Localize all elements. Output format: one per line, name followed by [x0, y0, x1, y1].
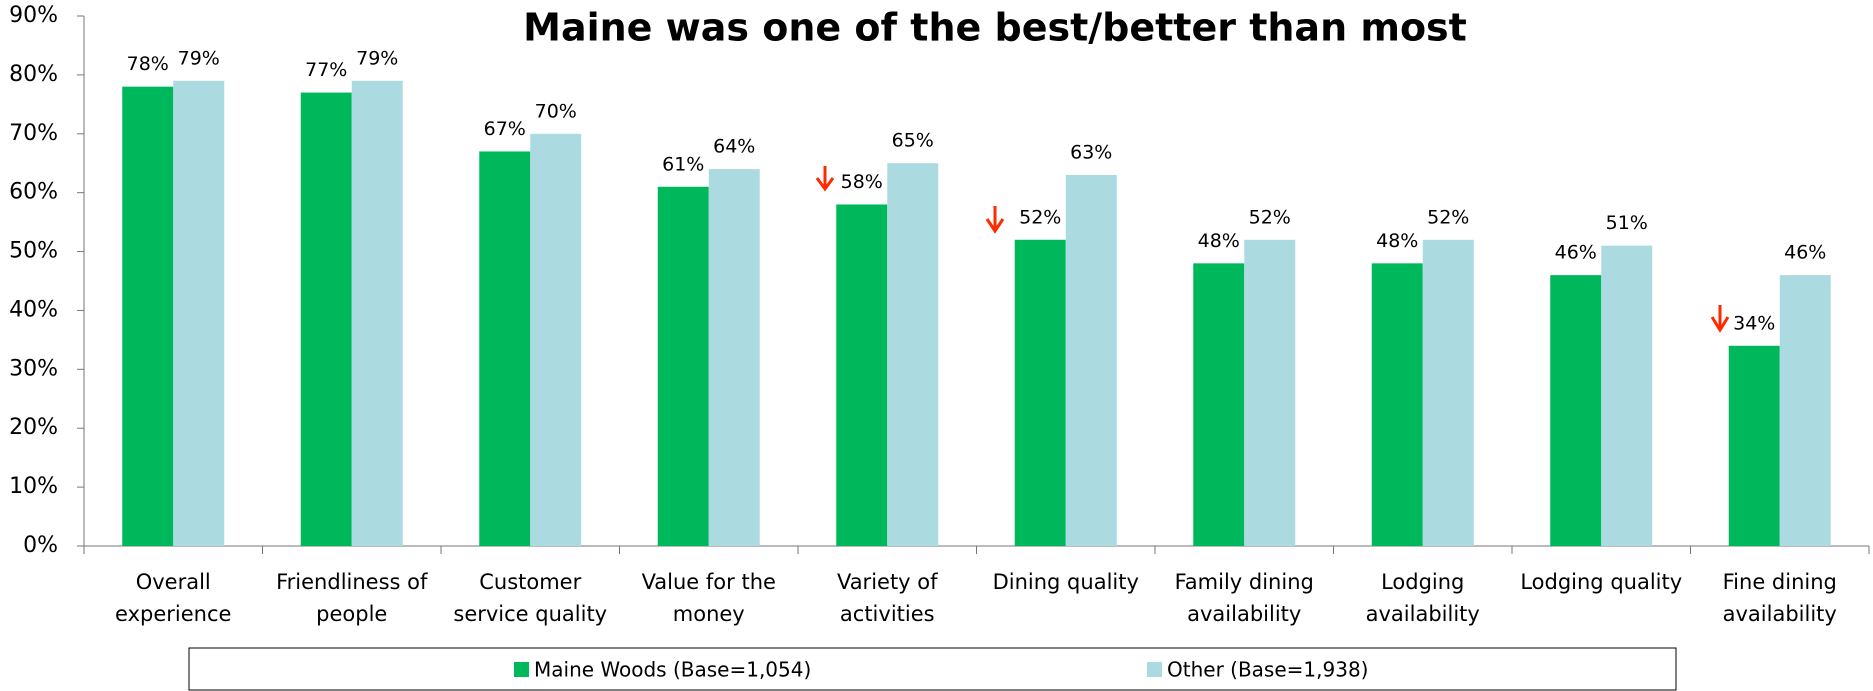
bar — [657, 186, 709, 546]
bar — [1728, 345, 1780, 546]
x-tick-label: Value for the money — [641, 570, 776, 626]
bar — [1371, 263, 1423, 546]
bar — [708, 169, 760, 546]
value-label: 51% — [1606, 212, 1648, 234]
x-tick-label: Overall experience — [115, 570, 232, 626]
bar — [1014, 239, 1066, 546]
x-tick-label: Variety of activities — [836, 570, 938, 626]
x-tick-label: Family dining availability — [1174, 570, 1314, 626]
x-tick-label: Lodging availability — [1365, 570, 1480, 626]
y-tick-label: 20% — [9, 415, 58, 440]
y-tick-label: 40% — [9, 297, 58, 322]
bar — [1065, 175, 1117, 546]
bar — [530, 133, 582, 546]
y-tick-label: 0% — [23, 533, 58, 558]
x-tick-label: Customer service quality — [453, 570, 608, 626]
x-tick-label-box: Fine dining availability — [1722, 570, 1837, 626]
chart-title: Maine was one of the best/better than mo… — [523, 6, 1467, 50]
y-tick-label: 80% — [9, 62, 58, 87]
value-label: 52% — [1019, 206, 1061, 228]
legend-swatch — [514, 662, 529, 677]
legend-label: Maine Woods (Base=1,054) — [534, 658, 811, 682]
value-label: 48% — [1376, 230, 1418, 252]
bar — [1779, 275, 1831, 546]
bar — [173, 80, 225, 547]
value-label: 79% — [178, 47, 220, 69]
x-tick-label-box: Value for the money — [641, 570, 776, 626]
bar — [300, 92, 352, 547]
value-label: 64% — [713, 136, 755, 158]
legend-box — [188, 647, 1677, 691]
x-tick-label-box: Lodging availability — [1365, 570, 1480, 626]
x-tick-label-box: Overall experience — [115, 570, 232, 626]
significance-arrow — [985, 206, 1005, 234]
significance-arrow — [1710, 305, 1730, 333]
bar — [351, 80, 403, 547]
value-label: 34% — [1733, 312, 1775, 334]
x-tick-label: Lodging quality — [1520, 570, 1683, 594]
x-tick-label: Fine dining availability — [1722, 570, 1837, 626]
y-tick-label: 30% — [9, 356, 58, 381]
bar — [1422, 239, 1474, 546]
bar — [1193, 263, 1245, 546]
value-label: 61% — [662, 153, 704, 175]
x-tick-label: Dining quality — [992, 570, 1139, 594]
bar — [887, 163, 939, 546]
x-tick-label-box: Lodging quality — [1520, 570, 1683, 594]
value-label: 77% — [305, 59, 347, 81]
value-label: 70% — [535, 100, 577, 122]
y-tick-label: 50% — [9, 239, 58, 264]
y-tick-label: 10% — [9, 474, 58, 499]
x-tick-label: Friendliness of people — [276, 570, 428, 626]
x-tick-label-box: Variety of activities — [836, 570, 938, 626]
legend-label: Other (Base=1,938) — [1167, 658, 1368, 682]
bar — [836, 204, 888, 546]
value-label: 79% — [356, 47, 398, 69]
x-tick-label-box: Dining quality — [992, 570, 1139, 594]
legend-swatch — [1147, 662, 1162, 677]
y-tick-label: 60% — [9, 180, 58, 205]
value-label: 67% — [484, 118, 526, 140]
y-tick-label: 70% — [9, 121, 58, 146]
value-label: 46% — [1784, 242, 1826, 264]
value-label: 78% — [127, 53, 169, 75]
value-label: 63% — [1070, 142, 1112, 164]
value-label: 48% — [1198, 230, 1240, 252]
value-label: 52% — [1427, 206, 1469, 228]
value-label: 52% — [1249, 206, 1291, 228]
x-tick-label-box: Customer service quality — [453, 570, 608, 626]
value-label: 46% — [1555, 242, 1597, 264]
bar — [1601, 245, 1653, 546]
bar — [1550, 275, 1602, 546]
x-tick-label-box: Friendliness of people — [276, 570, 428, 626]
bar — [479, 151, 531, 546]
y-tick-label: 90% — [9, 3, 58, 28]
x-tick-label-box: Family dining availability — [1174, 570, 1314, 626]
bar — [122, 86, 174, 547]
significance-arrow — [815, 166, 835, 192]
value-label: 65% — [892, 130, 934, 152]
value-label: 58% — [841, 171, 883, 193]
bar — [1244, 239, 1296, 546]
